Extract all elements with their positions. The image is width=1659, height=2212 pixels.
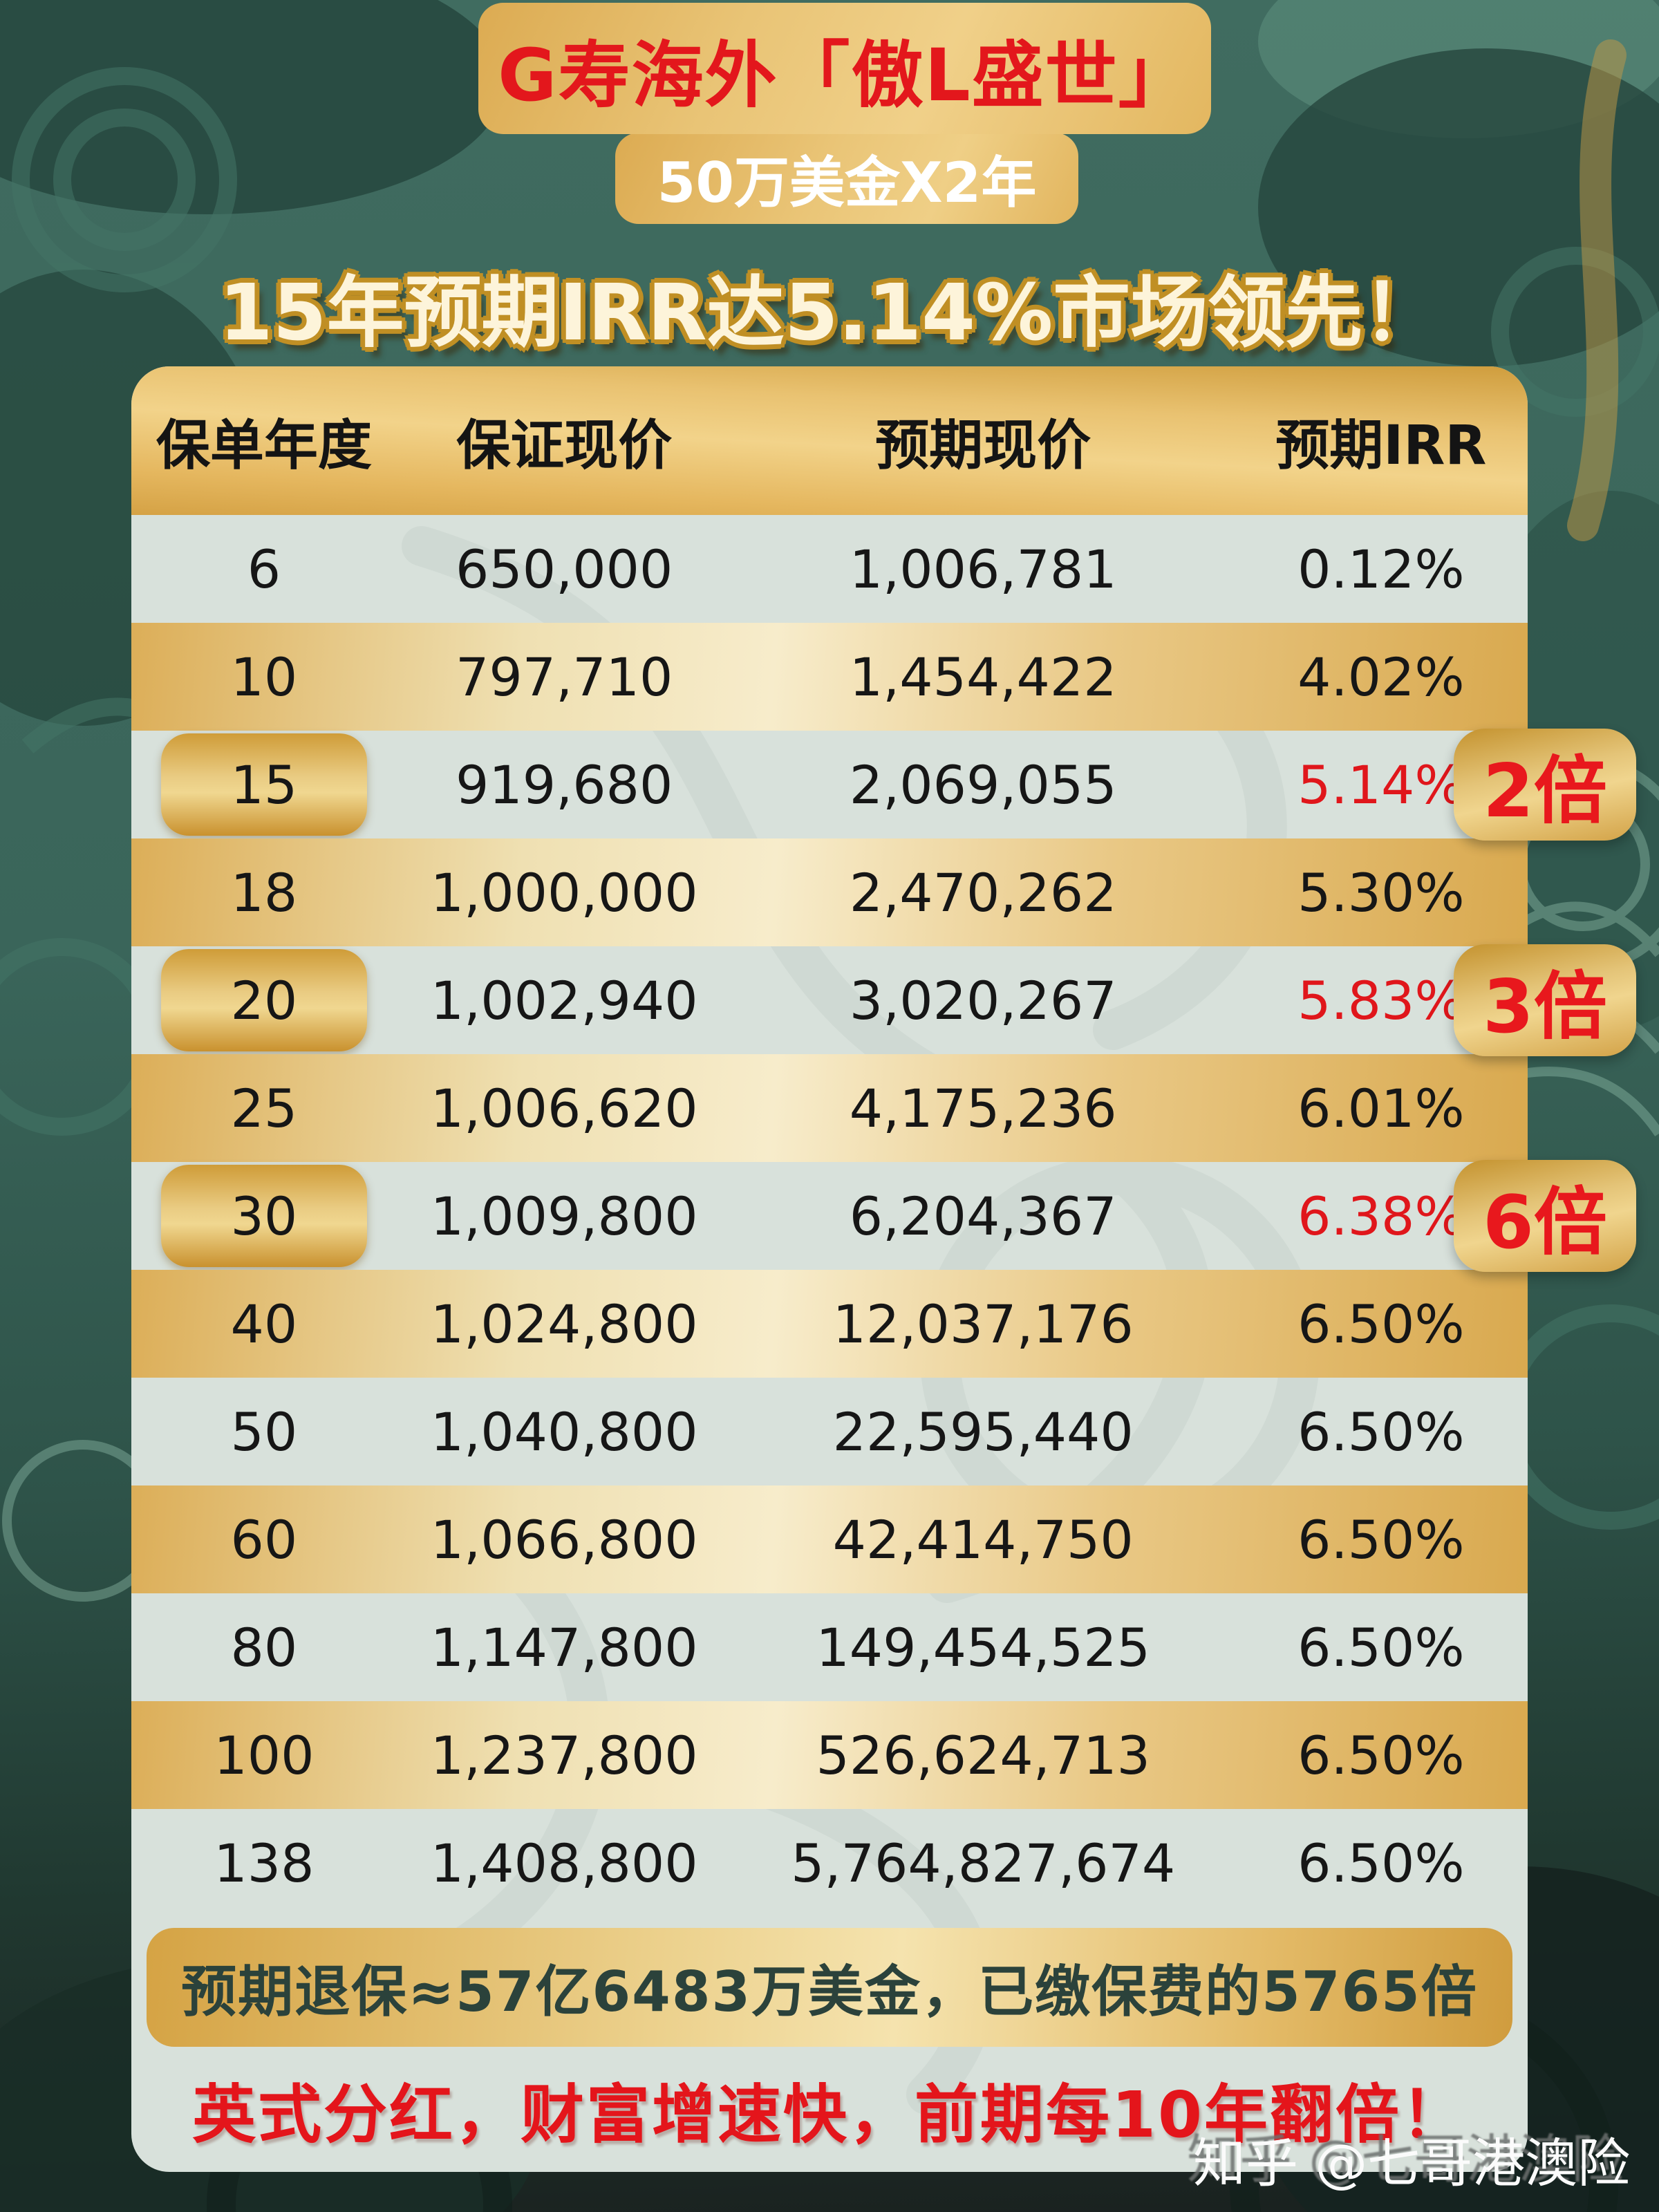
product-title: G寿海外「傲L盛世」 (498, 32, 1192, 118)
expected-irr-cell: 6.50% (1297, 1832, 1465, 1894)
table-row: 10 797,710 1,454,422 4.02% (131, 623, 1528, 731)
author-watermark: 知乎 @七哥港澳险 (1193, 2133, 1631, 2194)
surrender-summary-banner: 预期退保≈57亿6483万美金，已缴保费的5765倍 (147, 1928, 1512, 2047)
policy-year-cell: 25 (131, 1057, 397, 1159)
guaranteed-value-cell: 1,040,800 (430, 1400, 698, 1463)
policy-year-cell: 138 (131, 1812, 397, 1914)
policy-year-cell: 60 (131, 1488, 397, 1591)
guaranteed-value-cell: 919,680 (456, 753, 673, 816)
policy-year-value: 100 (214, 1724, 315, 1786)
expected-value-cell: 526,624,713 (816, 1724, 1150, 1786)
expected-irr-cell: 6.50% (1297, 1616, 1465, 1678)
expected-value-cell: 4,175,236 (849, 1077, 1117, 1139)
policy-year-value: 18 (230, 861, 298, 924)
guaranteed-value-cell: 1,006,620 (430, 1077, 698, 1139)
premium-plan-text: 50万美金X2年 (657, 151, 1037, 215)
guaranteed-value-cell: 1,237,800 (430, 1724, 698, 1786)
multiplier-badge: 3倍 (1454, 944, 1636, 1056)
policy-year-cell: 50 (131, 1380, 397, 1483)
dividend-slogan: 英式分红，财富增速快，前期每10年翻倍！ (191, 2077, 1468, 2152)
table-row: 80 1,147,800 149,454,525 6.50% (131, 1593, 1528, 1701)
guaranteed-value-cell: 1,000,000 (430, 861, 698, 924)
table-row: 40 1,024,800 12,037,176 6.50% (131, 1270, 1528, 1378)
multiplier-badge: 2倍 (1454, 729, 1636, 841)
policy-year-value: 6 (247, 538, 281, 600)
irr-tagline: 15年预期IRR达5.14%市场领先！ (218, 268, 1441, 358)
expected-irr-cell: 6.50% (1297, 1293, 1465, 1355)
policy-year-cell: 80 (131, 1596, 397, 1698)
expected-irr-cell: 5.14% (1297, 753, 1465, 816)
table-row: 100 1,237,800 526,624,713 6.50% (131, 1701, 1528, 1809)
policy-year-cell: 100 (131, 1704, 397, 1806)
policy-year-value: 30 (160, 1165, 367, 1267)
policy-year-cell: 40 (131, 1273, 397, 1375)
table-row: 6 650,000 1,006,781 0.12% (131, 515, 1528, 623)
table-header-row: 保单年度 保证现价 预期现价 预期IRR (131, 366, 1528, 515)
table-row: 138 1,408,800 5,764,827,674 6.50% (131, 1809, 1528, 1917)
expected-value-cell: 6,204,367 (849, 1185, 1117, 1247)
table-row: 60 1,066,800 42,414,750 6.50% (131, 1485, 1528, 1593)
policy-year-cell: 10 (131, 626, 397, 728)
expected-value-cell: 2,069,055 (849, 753, 1117, 816)
expected-value-cell: 5,764,827,674 (791, 1832, 1176, 1894)
guaranteed-value-cell: 650,000 (456, 538, 673, 600)
column-header-expected-irr: 预期IRR (1275, 414, 1487, 477)
expected-irr-cell: 5.30% (1297, 861, 1465, 924)
guaranteed-value-cell: 1,024,800 (430, 1293, 698, 1355)
policy-year-value: 138 (214, 1832, 315, 1894)
expected-value-cell: 12,037,176 (832, 1293, 1134, 1355)
expected-irr-cell: 6.01% (1297, 1077, 1465, 1139)
policy-year-value: 20 (160, 949, 367, 1051)
multiplier-badge: 6倍 (1454, 1160, 1636, 1272)
column-header-guaranteed-value: 保证现价 (456, 414, 673, 477)
policy-year-value: 50 (230, 1400, 298, 1463)
policy-year-value: 15 (160, 733, 367, 836)
table-row: 30 1,009,800 6,204,367 6.38% 6倍 (131, 1160, 1636, 1272)
product-title-banner: G寿海外「傲L盛世」 (478, 3, 1211, 134)
policy-year-value: 60 (230, 1508, 298, 1571)
expected-irr-cell: 6.50% (1297, 1508, 1465, 1571)
policy-year-value: 80 (230, 1616, 298, 1678)
expected-irr-cell: 6.38% (1297, 1185, 1465, 1247)
guaranteed-value-cell: 797,710 (456, 646, 673, 708)
premium-plan-banner: 50万美金X2年 (615, 133, 1078, 224)
expected-value-cell: 1,006,781 (849, 538, 1117, 600)
column-header-policy-year: 保单年度 (156, 414, 372, 477)
expected-value-cell: 2,470,262 (849, 861, 1117, 924)
expected-irr-cell: 0.12% (1297, 538, 1465, 600)
table-row: 15 919,680 2,069,055 5.14% 2倍 (131, 729, 1636, 841)
expected-value-cell: 3,020,267 (849, 969, 1117, 1031)
column-header-expected-value: 预期现价 (875, 414, 1091, 477)
expected-value-cell: 42,414,750 (832, 1508, 1134, 1571)
expected-value-cell: 1,454,422 (849, 646, 1117, 708)
expected-irr-cell: 4.02% (1297, 646, 1465, 708)
expected-value-cell: 22,595,440 (832, 1400, 1134, 1463)
table-row: 20 1,002,940 3,020,267 5.83% 3倍 (131, 944, 1636, 1056)
guaranteed-value-cell: 1,009,800 (430, 1185, 698, 1247)
guaranteed-value-cell: 1,066,800 (430, 1508, 698, 1571)
table-row: 25 1,006,620 4,175,236 6.01% (131, 1054, 1528, 1162)
guaranteed-value-cell: 1,002,940 (430, 969, 698, 1031)
policy-year-cell: 18 (131, 841, 397, 944)
expected-value-cell: 149,454,525 (816, 1616, 1150, 1678)
policy-year-cell: 6 (131, 518, 397, 620)
expected-irr-cell: 6.50% (1297, 1724, 1465, 1786)
policy-year-cell: 20 (131, 949, 397, 1051)
table-row: 18 1,000,000 2,470,262 5.30% (131, 838, 1528, 946)
table-row: 50 1,040,800 22,595,440 6.50% (131, 1378, 1528, 1485)
expected-irr-cell: 5.83% (1297, 969, 1465, 1031)
policy-year-value: 25 (230, 1077, 298, 1139)
policy-year-cell: 30 (131, 1165, 397, 1267)
policy-year-cell: 15 (131, 733, 397, 836)
policy-values-table: 保单年度 保证现价 预期现价 预期IRR 6 650,000 1,006,781… (131, 366, 1636, 2172)
guaranteed-value-cell: 1,147,800 (430, 1616, 698, 1678)
policy-year-value: 40 (230, 1293, 298, 1355)
expected-irr-cell: 6.50% (1297, 1400, 1465, 1463)
guaranteed-value-cell: 1,408,800 (430, 1832, 698, 1894)
policy-year-value: 10 (230, 646, 298, 708)
table-body: 6 650,000 1,006,781 0.12% 10 797,710 1,4… (131, 515, 1636, 1917)
